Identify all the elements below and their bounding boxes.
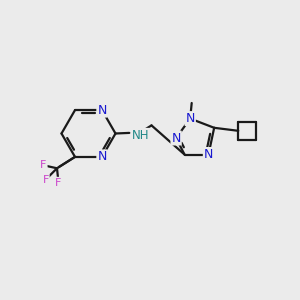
- Text: N: N: [204, 148, 213, 161]
- Text: N: N: [97, 150, 107, 164]
- Text: N: N: [185, 112, 195, 125]
- Text: F: F: [42, 175, 49, 185]
- Text: N: N: [97, 103, 107, 117]
- Text: NH: NH: [132, 129, 150, 142]
- Text: F: F: [40, 160, 47, 170]
- Text: F: F: [55, 178, 62, 188]
- Text: N: N: [171, 131, 181, 145]
